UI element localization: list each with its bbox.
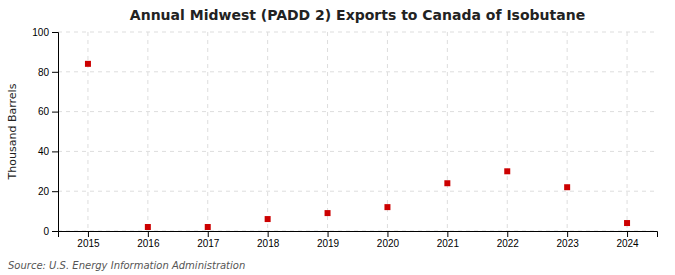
x-grid-line	[207, 32, 208, 231]
x-tick-label: 2023	[557, 238, 580, 249]
point	[624, 220, 630, 226]
y-tick-mark	[52, 112, 58, 113]
y-tick: 60	[38, 106, 58, 117]
chart-svg: 2015 2016 2017 2018 2019 2020 2021 2022 2023 2024…	[0, 0, 675, 275]
x-tick-mark	[268, 231, 269, 237]
y-tick-label: 60	[38, 106, 50, 117]
x-tick-label: 2020	[377, 238, 400, 249]
x-tick: 2017	[197, 231, 220, 249]
x-tick-mark	[507, 231, 508, 237]
y-tick-mark	[52, 151, 58, 152]
x-tick: 2016	[137, 231, 160, 249]
y-tick-label: 100	[32, 27, 49, 38]
y-axis-line	[52, 33, 59, 232]
point	[265, 216, 271, 222]
source-note: Source: U.S. Energy Information Administ…	[8, 260, 245, 271]
y-tick: 20	[38, 186, 58, 197]
x-tick-mark	[208, 231, 209, 237]
y-tick-mark	[52, 231, 58, 232]
x-grid-line	[627, 32, 628, 231]
x-tick-mark	[567, 231, 568, 237]
x-tick-mark	[387, 231, 388, 237]
y-tick: 80	[38, 67, 58, 78]
x-tick-label: 2018	[257, 238, 280, 249]
point	[205, 224, 211, 230]
y-tick-mark	[52, 72, 58, 73]
x-axis-line	[59, 232, 658, 238]
x-grid-line	[327, 32, 328, 231]
y-tick-label: 0	[43, 226, 49, 237]
x-grid-line	[507, 32, 508, 231]
x-grid-line	[267, 32, 268, 231]
x-tick-label: 2022	[497, 238, 520, 249]
point	[444, 180, 450, 186]
x-tick: 2021	[437, 231, 460, 249]
x-tick-mark	[328, 231, 329, 237]
x-tick: 2015	[77, 231, 100, 249]
point	[85, 61, 91, 67]
y-grid-line	[58, 151, 657, 152]
x-tick-label: 2017	[197, 238, 220, 249]
x-axis: 2015 2016 2017 2018 2019 2020 2021 2022 2023 2024	[59, 231, 658, 249]
y-axis: 0 20 40 60 80 100	[32, 27, 58, 237]
x-tick: 2020	[377, 231, 400, 249]
grid	[58, 32, 657, 231]
x-tick-label: 2016	[137, 238, 160, 249]
y-tick-label: 40	[38, 146, 50, 157]
points	[85, 61, 630, 230]
point	[145, 224, 151, 230]
x-tick-mark	[88, 231, 89, 237]
y-tick: 0	[43, 226, 58, 237]
x-grid-line	[147, 32, 148, 231]
y-tick: 100	[32, 27, 58, 38]
x-grid-line	[387, 32, 388, 231]
x-tick-mark	[148, 231, 149, 237]
x-grid-line	[447, 32, 448, 231]
x-tick: 2019	[317, 231, 340, 249]
x-tick: 2024	[616, 231, 639, 249]
x-tick-label: 2021	[437, 238, 460, 249]
x-tick: 2018	[257, 231, 280, 249]
point	[504, 168, 510, 174]
x-tick-label: 2015	[77, 238, 100, 249]
x-tick-mark	[447, 231, 448, 237]
y-tick-label: 20	[38, 186, 50, 197]
y-tick-mark	[52, 191, 58, 192]
point	[384, 204, 390, 210]
x-tick-label: 2019	[317, 238, 340, 249]
y-tick: 40	[38, 146, 58, 157]
x-grid-line	[567, 32, 568, 231]
y-grid-line	[58, 111, 657, 112]
y-axis-label: Thousand Barrels	[6, 83, 19, 180]
y-tick-label: 80	[38, 67, 50, 78]
y-tick-mark	[52, 32, 58, 33]
x-tick: 2022	[497, 231, 520, 249]
x-tick-label: 2024	[616, 238, 639, 249]
y-grid-line	[58, 191, 657, 192]
x-tick-mark	[627, 231, 628, 237]
point	[325, 210, 331, 216]
point	[564, 184, 570, 190]
chart-container: 2015 2016 2017 2018 2019 2020 2021 2022 2023 2024…	[0, 0, 675, 275]
x-tick: 2023	[557, 231, 580, 249]
title: Annual Midwest (PADD 2) Exports to Canad…	[130, 7, 585, 23]
